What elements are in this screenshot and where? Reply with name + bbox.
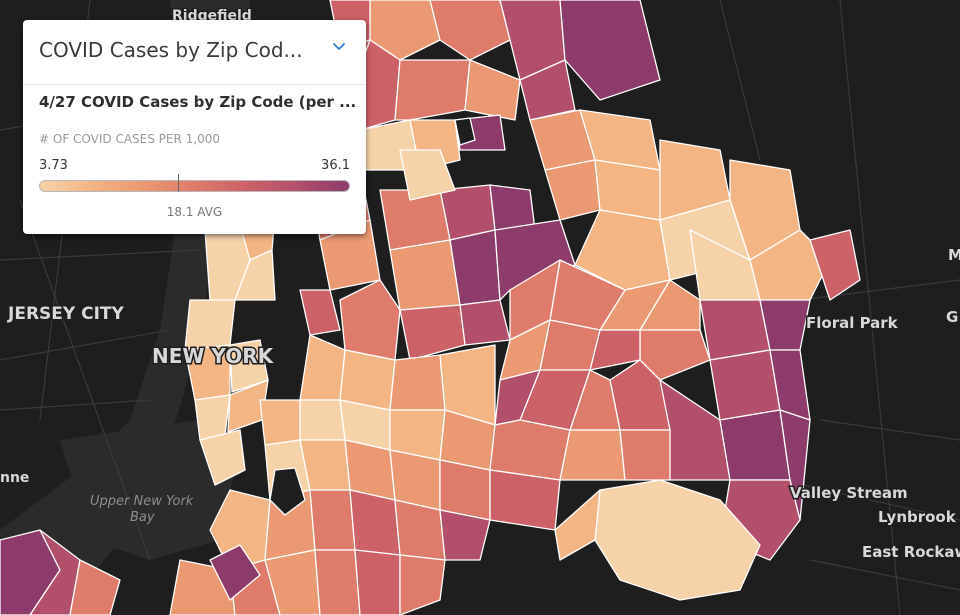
zip-polygon[interactable] (349, 489, 401, 556)
zip-polygon[interactable] (264, 549, 321, 615)
zip-polygon[interactable] (389, 239, 461, 311)
zip-polygon[interactable] (184, 299, 236, 351)
zip-polygon[interactable] (389, 354, 446, 411)
place-label-jersey-city: JERSEY CITY (7, 304, 125, 324)
zip-polygon[interactable] (554, 489, 601, 561)
zip-polygon[interactable] (559, 429, 626, 481)
place-label-g-edge: G (946, 308, 958, 326)
legend-min-value: 3.73 (39, 158, 68, 173)
place-label-new-york: NEW YORK (152, 344, 275, 368)
place-label-m-edge: M (948, 246, 960, 264)
zip-polygon[interactable] (489, 419, 571, 481)
zip-polygon[interactable] (594, 479, 761, 601)
zip-polygon[interactable] (259, 399, 301, 446)
legend-max-value: 36.1 (321, 158, 350, 173)
layer-title: 4/27 COVID Cases by Zip Code (per ... (39, 93, 357, 111)
zip-polygon[interactable] (394, 499, 446, 561)
zip-polygon[interactable] (429, 0, 511, 61)
zip-polygon[interactable] (809, 229, 861, 301)
zip-polygon[interactable] (199, 429, 246, 486)
chevron-down-icon[interactable] (330, 38, 348, 56)
zip-polygon[interactable] (299, 399, 346, 441)
zip-polygon[interactable] (299, 289, 341, 336)
metric-label: # OF COVID CASES PER 1,000 (39, 132, 220, 146)
place-label-east-rockaway: East Rockaw (862, 543, 960, 561)
zip-polygon[interactable] (309, 489, 356, 551)
zip-polygon[interactable] (29, 529, 81, 615)
zip-polygon[interactable] (619, 429, 671, 481)
zip-polygon[interactable] (699, 299, 771, 361)
average-label: 18.1 AVG (166, 205, 223, 219)
zip-polygon[interactable] (394, 59, 471, 121)
zip-polygon[interactable] (399, 149, 456, 201)
zip-polygon[interactable] (314, 549, 361, 615)
zip-polygon[interactable] (719, 409, 791, 481)
zip-polygon[interactable] (709, 349, 781, 421)
place-label-valley-stream: Valley Stream (790, 484, 908, 502)
upper-bay (60, 420, 235, 560)
average-tick (178, 174, 179, 192)
zip-polygon[interactable] (464, 59, 521, 121)
zip-polygon[interactable] (439, 509, 491, 561)
legend-header[interactable]: COVID Cases by Zip Cod... (23, 20, 366, 85)
water-label-upper-bay-line1: Upper New York (90, 494, 194, 509)
place-label-floral-park: Floral Park (806, 314, 899, 332)
zip-polygon[interactable] (69, 559, 121, 615)
no-data-area (269, 467, 306, 516)
zip-polygon[interactable] (354, 549, 401, 615)
no-data-area (454, 117, 476, 146)
zip-polygon[interactable] (489, 469, 561, 531)
legend-title: COVID Cases by Zip Cod... (39, 38, 303, 62)
zip-polygon[interactable] (399, 304, 466, 361)
zip-polygon[interactable] (399, 554, 446, 615)
legend-panel: COVID Cases by Zip Cod... 4/27 COVID Cas… (23, 20, 366, 234)
place-label-nne: nne (0, 470, 29, 486)
water-label-upper-bay-line2: Bay (130, 510, 155, 525)
zip-polygon[interactable] (489, 184, 536, 231)
zip-polygon[interactable] (519, 59, 576, 121)
place-label-lynbrook: Lynbrook (878, 508, 957, 526)
zip-polygon[interactable] (234, 249, 276, 301)
zip-polygon[interactable] (559, 0, 661, 101)
zip-polygon[interactable] (209, 544, 261, 601)
color-ramp (39, 180, 350, 192)
